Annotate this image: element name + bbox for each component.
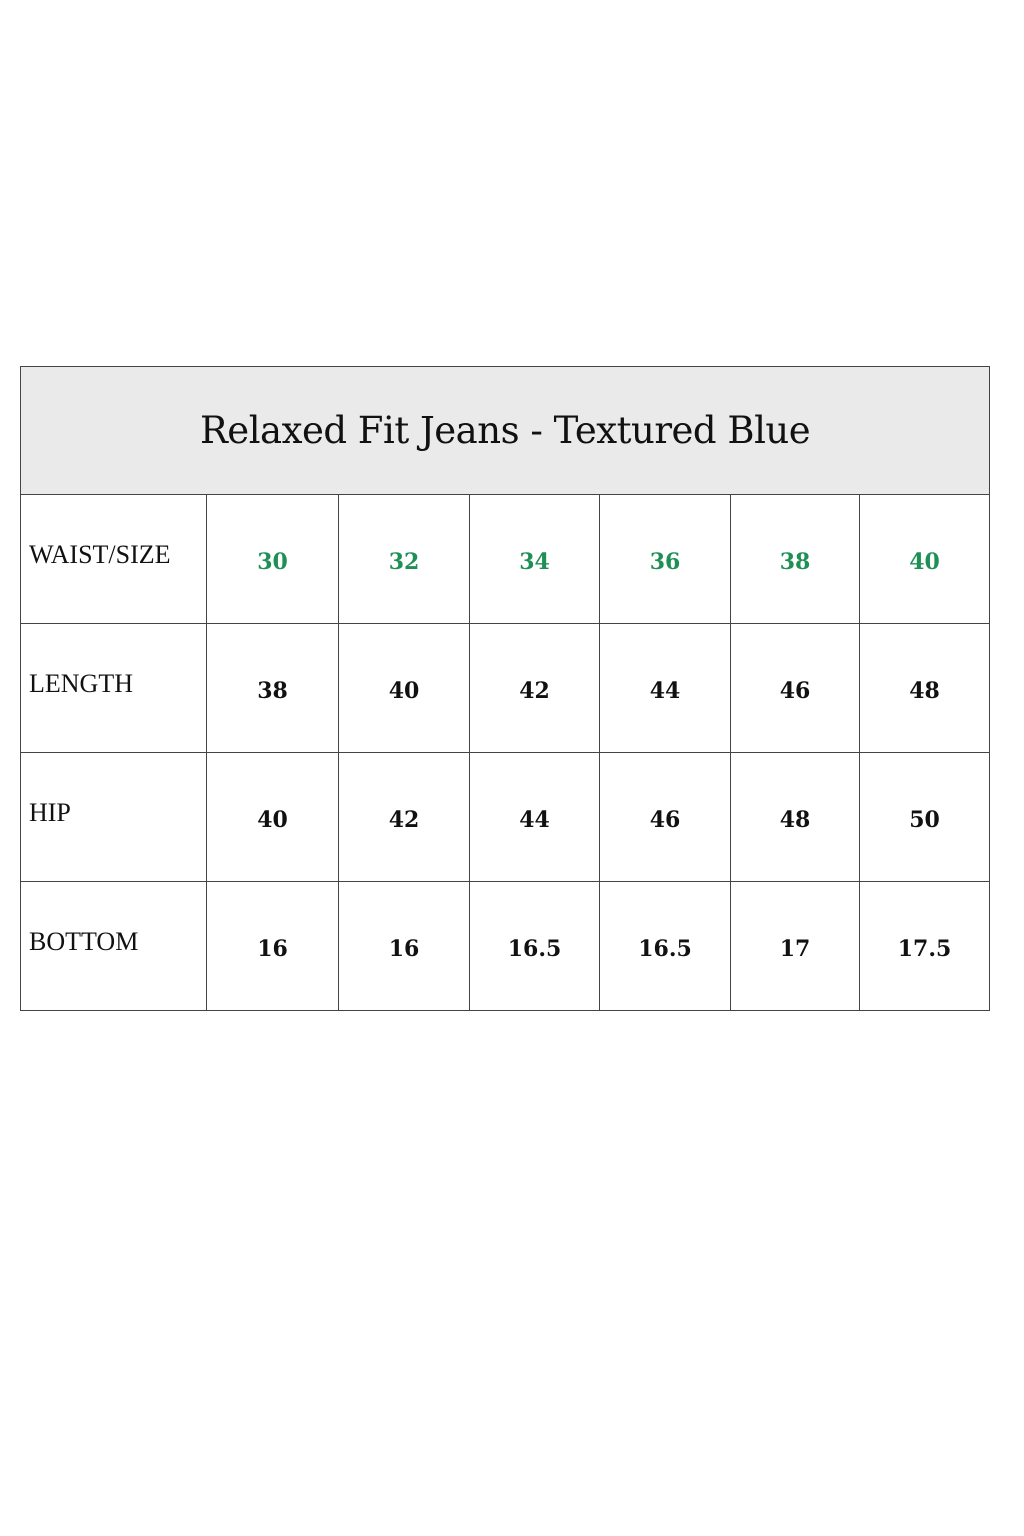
measurement-cell: 44 [599, 623, 731, 753]
cell-value: 44 [649, 678, 681, 704]
table-row-bottom: BOTTOM 16 16 16.5 16.5 17 17.5 [20, 881, 991, 1011]
size-cell: 34 [469, 494, 600, 624]
cell-value: 30 [257, 549, 288, 575]
cell-value: 16 [257, 936, 288, 962]
cell-value: 38 [257, 678, 288, 704]
chart-title: Relaxed Fit Jeans - Textured Blue [19, 366, 991, 495]
row-label: HIP [20, 752, 207, 882]
cell-value: 32 [388, 549, 420, 575]
measurement-cell: 16.5 [469, 881, 600, 1011]
measurement-cell: 46 [730, 623, 860, 753]
size-chart-table: Relaxed Fit Jeans - Textured Blue WAIST/… [19, 366, 991, 1011]
row-label-text: HIP [29, 798, 71, 827]
measurement-cell: 50 [858, 752, 991, 882]
measurement-cell: 40 [338, 623, 470, 753]
row-label-text: BOTTOM [29, 927, 139, 956]
cell-value: 34 [519, 549, 550, 575]
cell-value: 42 [519, 678, 550, 704]
cell-value: 16.5 [638, 936, 692, 962]
measurement-cell: 40 [206, 752, 339, 882]
measurement-cell: 16 [338, 881, 470, 1011]
measurement-cell: 16.5 [599, 881, 731, 1011]
cell-value: 17 [779, 936, 811, 962]
measurement-cell: 16 [206, 881, 339, 1011]
measurement-cell: 46 [599, 752, 731, 882]
table-row-waist-size: WAIST/SIZE 30 32 34 36 38 40 [20, 494, 991, 624]
row-label: LENGTH [20, 623, 207, 753]
row-label: BOTTOM [20, 881, 207, 1011]
measurement-cell: 42 [469, 623, 600, 753]
size-cell: 30 [206, 494, 339, 624]
size-cell: 36 [599, 494, 731, 624]
measurement-cell: 17 [730, 881, 860, 1011]
cell-value: 36 [649, 549, 681, 575]
cell-value: 48 [779, 807, 811, 833]
measurement-cell: 17.5 [858, 881, 991, 1011]
row-label-text: LENGTH [29, 669, 133, 698]
cell-value: 46 [649, 807, 681, 833]
cell-value: 42 [388, 807, 420, 833]
row-label: WAIST/SIZE [20, 494, 207, 624]
measurement-cell: 38 [206, 623, 339, 753]
cell-value: 40 [909, 549, 940, 575]
cell-value: 44 [519, 807, 550, 833]
size-cell: 32 [338, 494, 470, 624]
cell-value: 48 [909, 678, 940, 704]
cell-value: 46 [779, 678, 811, 704]
size-cell: 40 [858, 494, 991, 624]
cell-value: 38 [779, 549, 811, 575]
row-label-text: WAIST/SIZE [29, 540, 171, 569]
cell-value: 40 [388, 678, 420, 704]
table-row-hip: HIP 40 42 44 46 48 50 [20, 752, 991, 882]
measurement-cell: 42 [338, 752, 470, 882]
size-cell: 38 [730, 494, 860, 624]
table-row-length: LENGTH 38 40 42 44 46 48 [20, 623, 991, 753]
measurement-cell: 48 [730, 752, 860, 882]
cell-value: 17.5 [897, 936, 952, 962]
cell-value: 16 [388, 936, 420, 962]
measurement-cell: 44 [469, 752, 600, 882]
measurement-cell: 48 [858, 623, 991, 753]
cell-value: 16.5 [507, 936, 562, 962]
cell-value: 40 [257, 807, 288, 833]
cell-value: 50 [909, 807, 940, 833]
